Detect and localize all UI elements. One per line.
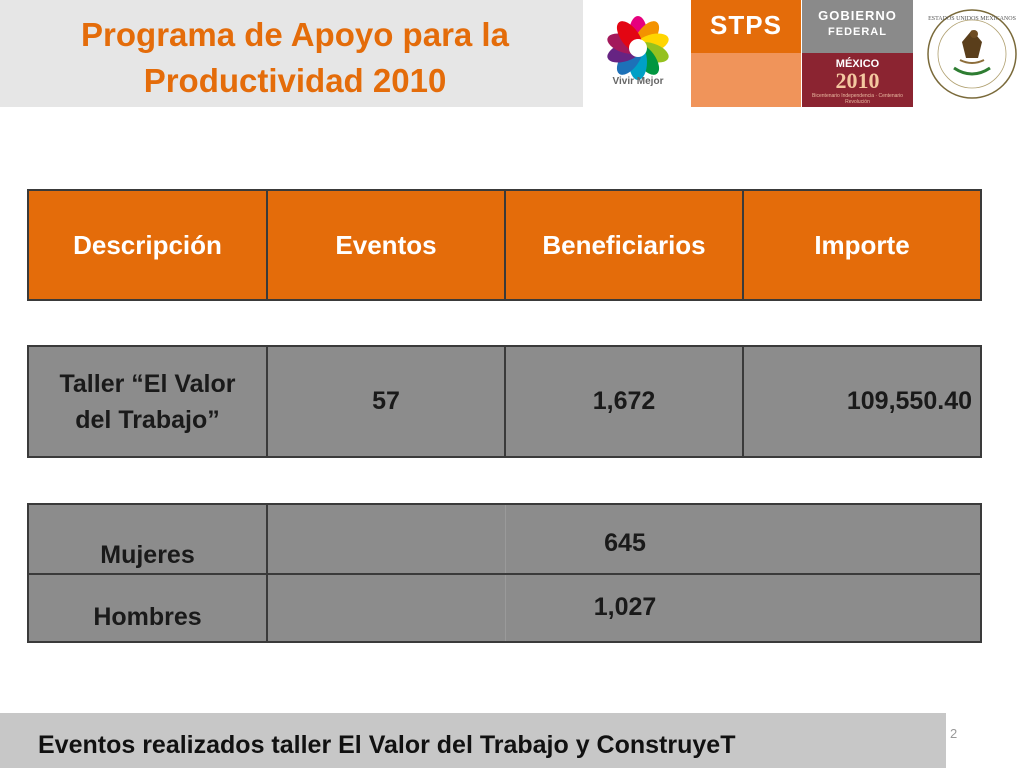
page-title: Programa de Apoyo para la Productividad … <box>81 16 509 99</box>
gobierno-line2: Federal <box>828 26 887 38</box>
empty-cell <box>268 575 506 641</box>
gender-value: 1,027 <box>593 593 657 621</box>
cell-descripcion: Taller “El Valor del Trabajo” <box>29 347 268 456</box>
cell-importe: 109,550.40 <box>846 387 972 415</box>
column-header-descripcion: Descripción <box>29 191 268 299</box>
gender-label-cell: Hombres <box>29 575 268 641</box>
gobierno-federal-block <box>802 0 913 53</box>
mexico-year: 2010 <box>835 68 880 93</box>
stps-logo-lower-block <box>691 53 801 107</box>
seal-text: ESTADOS UNIDOS MEXICANOS <box>928 16 1016 22</box>
gender-value-cell: 645 <box>506 505 980 573</box>
gender-label: Hombres <box>93 603 202 631</box>
column-header-eventos: Eventos <box>268 191 506 299</box>
gender-label-cell: Mujeres <box>29 505 268 573</box>
mexico-2010-block <box>802 53 913 107</box>
vivir-mejor-logo-icon <box>607 16 669 80</box>
gender-value-cell: 1,027 <box>506 575 980 641</box>
table-header: Descripción Eventos Beneficiarios Import… <box>27 189 982 301</box>
footer-bar <box>0 713 946 768</box>
table-row: Taller “El Valor del Trabajo” 57 1,672 1… <box>27 345 982 458</box>
column-header-importe: Importe <box>814 229 910 260</box>
table-row: Mujeres 645 <box>29 505 980 575</box>
table-row: Hombres 1,027 <box>29 575 980 641</box>
cell-beneficiarios: 1,672 <box>506 347 744 456</box>
stps-logo-block <box>691 0 801 53</box>
vivir-mejor-label: Vivir Mejor <box>612 76 664 87</box>
mexican-seal-icon: ESTADOS UNIDOS MEXICANOS <box>927 9 1017 99</box>
empty-cell <box>268 505 506 573</box>
cell-eventos: 57 <box>268 347 506 456</box>
stps-label: STPS <box>710 10 782 40</box>
column-header-beneficiarios: Beneficiarios <box>506 191 744 299</box>
footer-caption: Eventos realizados taller El Valor del T… <box>38 731 736 759</box>
page-number: 2 <box>950 726 958 741</box>
gender-table: Mujeres 645 Hombres 1,027 <box>27 503 982 643</box>
header-title-box <box>0 0 583 107</box>
gender-value: 645 <box>604 529 646 557</box>
gobierno-line1: Gobierno <box>818 8 897 23</box>
mexico-label: MÉXICO <box>835 58 880 70</box>
mexico-subtitle: Bicentenario Independencia · Centenario … <box>812 93 903 105</box>
gobierno-federal-label: Gobierno Federal <box>802 8 913 40</box>
gender-label: Mujeres <box>100 541 195 569</box>
